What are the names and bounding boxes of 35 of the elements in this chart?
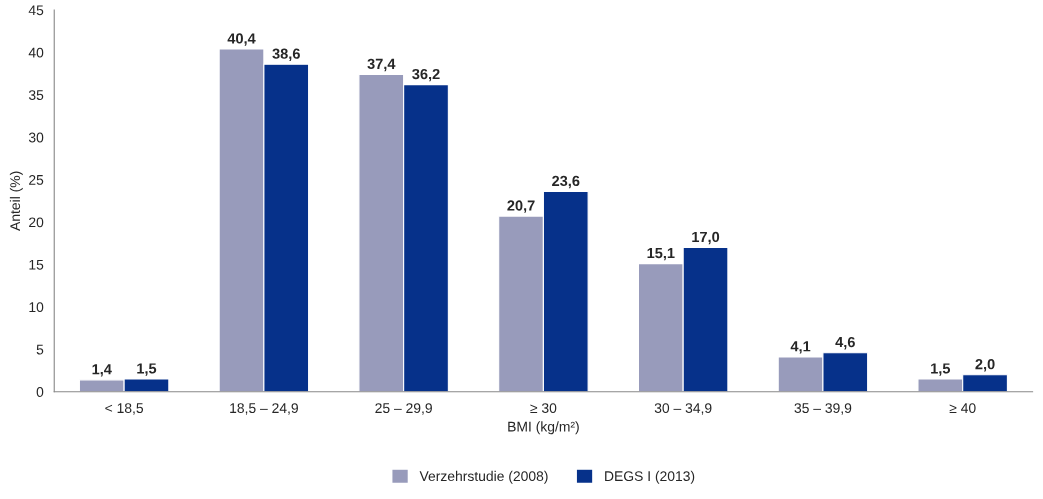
x-tick-label: 18,5 – 24,9	[230, 403, 298, 415]
data-label: 4,6	[835, 336, 855, 350]
y-tick-label: 45	[28, 5, 44, 16]
data-label: 23,6	[552, 175, 580, 189]
data-label: 4,1	[790, 341, 811, 354]
x-tick-label: 30 – 34,9	[654, 403, 712, 415]
data-label: 37,4	[367, 58, 396, 72]
y-tick-label: 5	[36, 344, 44, 355]
y-tick-label: 20	[29, 217, 44, 228]
x-tick-label: ≥ 40	[949, 403, 976, 414]
data-label: 40,4	[227, 33, 256, 46]
legend-label: DEGS I (2013)	[605, 470, 695, 484]
legend-label: Verzehrstudie (2008)	[419, 470, 548, 484]
data-label: 15,1	[647, 248, 675, 261]
data-label: 36,2	[412, 68, 440, 82]
data-label: 38,6	[272, 48, 300, 61]
y-tick-label: 15	[29, 259, 44, 270]
x-tick-label: < 18,5	[105, 403, 144, 415]
data-label: 2,0	[975, 358, 995, 372]
data-label: 17,0	[692, 231, 720, 245]
y-tick-label: 25	[29, 174, 44, 185]
data-label: 1,5	[931, 363, 951, 376]
data-label: 1,4	[92, 364, 112, 377]
y-tick-label: 0	[36, 387, 44, 397]
x-tick-label: 35 – 39,9	[794, 403, 852, 415]
y-tick-label: 35	[28, 90, 44, 100]
data-label: 1,5	[137, 363, 157, 376]
y-tick-label: 10	[29, 302, 44, 313]
x-tick-label: ≥ 30	[530, 403, 557, 414]
y-axis-title: Anteil (%)	[9, 171, 23, 231]
x-axis-title: BMI (kg/m²)	[508, 421, 579, 435]
data-label: 20,7	[507, 200, 535, 213]
y-tick-label: 30	[28, 132, 44, 143]
y-tick-label: 40	[28, 47, 44, 58]
x-tick-label: 25 – 29,9	[375, 403, 432, 415]
